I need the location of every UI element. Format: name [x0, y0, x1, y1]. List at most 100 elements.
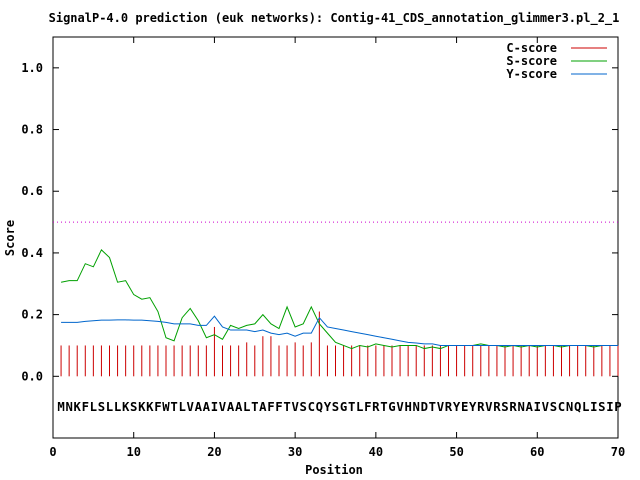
sequence-residue: I	[606, 400, 613, 414]
sequence-residue: I	[590, 400, 597, 414]
x-tick-label: 50	[449, 445, 463, 459]
y-tick-label: 0.8	[21, 123, 43, 137]
sequence-residue: L	[178, 400, 185, 414]
sequence-residue: L	[582, 400, 589, 414]
sequence-residue: N	[517, 400, 524, 414]
sequence-residue: P	[614, 400, 621, 414]
y-axis-label: Score	[3, 220, 17, 256]
y-score-line	[61, 315, 618, 346]
x-axis: 0 10 20 30 40 50 60 70	[49, 37, 625, 459]
sequence-residue: F	[82, 400, 89, 414]
sequence-residue: F	[267, 400, 274, 414]
legend-s-score: S-score	[506, 54, 557, 68]
sequence-residue: S	[332, 400, 339, 414]
sequence-residue: S	[598, 400, 605, 414]
x-tick-label: 10	[126, 445, 140, 459]
sequence-residue: V	[396, 400, 404, 414]
sequence-residue: S	[98, 400, 105, 414]
sequence-residue: K	[138, 400, 146, 414]
sequence-residue: C	[558, 400, 565, 414]
sequence-residue: E	[461, 400, 468, 414]
x-tick-label: 20	[207, 445, 221, 459]
sequence-residue: S	[300, 400, 307, 414]
sequence-residue: N	[413, 400, 420, 414]
sequence-residue: K	[122, 400, 130, 414]
sequence-residue: V	[187, 400, 195, 414]
legend-c-score: C-score	[506, 41, 557, 55]
sequence-residue: V	[485, 400, 493, 414]
sequence-residue: D	[421, 400, 428, 414]
y-tick-label: 0.6	[21, 184, 43, 198]
s-score-line	[60, 249, 618, 350]
sequence-residue: L	[243, 400, 250, 414]
y-tick-label: 0.4	[21, 246, 43, 260]
sequence-residue: V	[437, 400, 445, 414]
y-tick-label: 0.0	[21, 369, 43, 383]
y-tick-label: 0.2	[21, 308, 43, 322]
sequence-residue: G	[388, 400, 395, 414]
sequence-residue: Y	[453, 400, 461, 414]
chart-title: SignalP-4.0 prediction (euk networks): C…	[49, 11, 620, 26]
sequence-residue: S	[550, 400, 557, 414]
sequence-residue: W	[162, 400, 170, 414]
sequence-residue: F	[275, 400, 282, 414]
sequence-residue: K	[146, 400, 154, 414]
sequence-residue: A	[195, 400, 203, 414]
sequence-residue: C	[308, 400, 315, 414]
series-layer	[60, 249, 619, 377]
plot-frame	[52, 36, 619, 439]
sequence-residue: T	[380, 400, 387, 414]
sequence-residue: T	[429, 400, 436, 414]
sequence-residue: Y	[324, 400, 332, 414]
sequence-residue: A	[526, 400, 534, 414]
x-tick-label: 30	[288, 445, 302, 459]
sequence-residue: F	[364, 400, 371, 414]
sequence-residue: I	[211, 400, 218, 414]
sequence-residue: S	[130, 400, 137, 414]
sequence-residue: S	[501, 400, 508, 414]
sequence-residue: R	[372, 400, 380, 414]
sequence-residue: I	[534, 400, 541, 414]
sequence-residue: T	[170, 400, 177, 414]
sequence-residue: A	[259, 400, 267, 414]
sequence-residue: K	[74, 400, 82, 414]
sequence-residue: A	[203, 400, 211, 414]
sequence-residue: Y	[469, 400, 477, 414]
sequence-residue: Q	[316, 400, 323, 414]
sequence-residue: Q	[574, 400, 581, 414]
sequence-residue: N	[65, 400, 72, 414]
sequence-residue: H	[404, 400, 411, 414]
sequence-residue: A	[227, 400, 235, 414]
sequence-residue: T	[251, 400, 258, 414]
x-tick-label: 0	[49, 445, 56, 459]
sequence-residue: R	[445, 400, 453, 414]
x-axis-label: Position	[305, 463, 363, 477]
x-tick-label: 60	[530, 445, 544, 459]
x-tick-label: 70	[611, 445, 625, 459]
sequence-residue: T	[348, 400, 355, 414]
sequence-residue: V	[291, 400, 299, 414]
sequence-residue: M	[57, 400, 64, 414]
sequence-residue: F	[154, 400, 161, 414]
sequence-residue: R	[477, 400, 485, 414]
sequence-residue: L	[356, 400, 363, 414]
y-axis: 0.0 0.2 0.4 0.6 0.8 1.0	[21, 61, 618, 383]
sequence-residue: L	[90, 400, 97, 414]
sequence-residue: V	[542, 400, 550, 414]
sequence-residue: A	[235, 400, 243, 414]
sequence-residue: V	[219, 400, 227, 414]
sequence-residue: L	[114, 400, 121, 414]
legend-y-score: Y-score	[506, 67, 557, 81]
sequence-residue: N	[566, 400, 573, 414]
sequence-residue: R	[493, 400, 501, 414]
sequence-residue: R	[509, 400, 517, 414]
y-tick-label: 1.0	[21, 61, 43, 75]
x-tick-label: 40	[369, 445, 383, 459]
sequence-residue: G	[340, 400, 347, 414]
sequence-residue: L	[106, 400, 113, 414]
sequence-residue: T	[283, 400, 290, 414]
